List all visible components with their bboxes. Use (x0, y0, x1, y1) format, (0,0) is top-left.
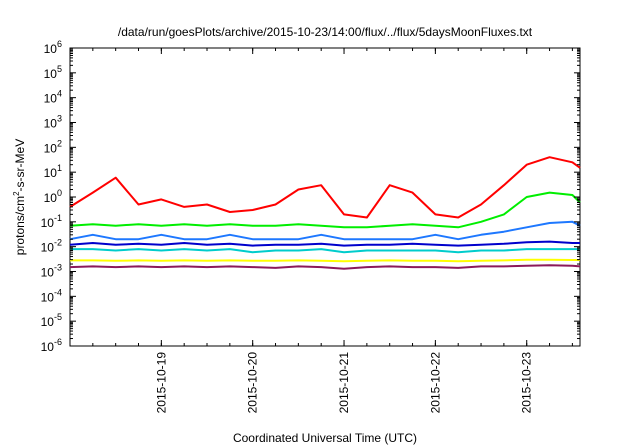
y-tick-label: 10-5 (41, 312, 62, 329)
y-tick-label: 105 (44, 64, 62, 81)
x-tick-label: 2015-10-21 (337, 352, 351, 414)
chart-title: /data/run/goesPlots/archive/2015-10-23/1… (118, 25, 533, 39)
x-tick-label: 2015-10-20 (246, 352, 260, 414)
plot-frame (69, 47, 581, 347)
x-tick-label: 2015-10-22 (428, 352, 442, 414)
y-tick-label: 10-2 (41, 238, 62, 255)
y-tick-label: 103 (44, 114, 62, 131)
x-tick-label: 2015-10-19 (154, 352, 168, 414)
series-line-1 (69, 191, 581, 229)
series-line-6 (69, 264, 581, 270)
series-line-2 (69, 220, 581, 241)
x-tick-label: 2015-10-23 (520, 352, 534, 414)
x-axis-label: Coordinated Universal Time (UTC) (233, 431, 417, 445)
y-tick-label: 100 (44, 188, 62, 205)
series-line-0 (69, 156, 581, 219)
y-tick-label: 10-3 (41, 263, 62, 280)
series-line-3 (69, 240, 580, 247)
y-tick-label: 106 (44, 39, 62, 56)
series-layer (69, 156, 581, 270)
y-axis-label: protons/cm2-s-sr-MeV (12, 139, 27, 255)
y-tick-label: 101 (44, 163, 62, 180)
series-line-4 (70, 248, 580, 254)
x-axis-ticks: 2015-10-19 2015-10-20 2015-10-21 2015-10-22… (69, 48, 573, 414)
y-axis-ticks: 10-6 10-5 10-4 10-3 10-2 10-1 100 101 102 103 104 1… (41, 39, 580, 354)
y-tick-label: 102 (44, 138, 62, 155)
y-tick-label: 104 (44, 89, 62, 106)
series-line-5 (70, 258, 580, 263)
y-tick-label: 10-4 (41, 287, 62, 304)
y-tick-label: 10-1 (41, 213, 62, 230)
y-tick-label: 10-6 (41, 337, 62, 354)
